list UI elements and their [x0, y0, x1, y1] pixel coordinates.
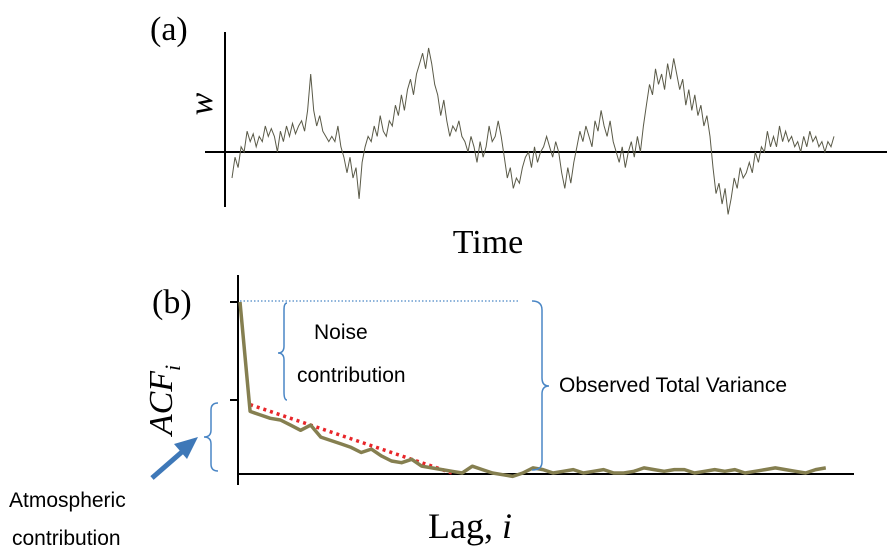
observed-variance-label: Observed Total Variance: [559, 374, 787, 397]
panel-b-xlabel-italic: i: [502, 506, 512, 546]
panel-a-label: (a): [150, 11, 188, 48]
acf-series-line: [238, 301, 827, 479]
atmospheric-arrow: [150, 437, 198, 480]
noise-bracket: [277, 302, 288, 401]
noise-label-line1: Noise: [314, 321, 368, 344]
arrow-shaft: [150, 449, 185, 480]
panel-b-xlabel-main: Lag,: [428, 506, 502, 546]
panel-b-ylabel: ACFi: [143, 365, 185, 437]
atmospheric-label-line2: contribution: [12, 527, 121, 550]
panel-a: (a) w Time: [150, 11, 887, 261]
panel-b-ylabel-sub: i: [160, 365, 185, 371]
observed-variance-bracket: [531, 300, 550, 471]
panel-a-xlabel: Time: [453, 224, 524, 261]
panel-b-ylabel-main: ACF: [143, 370, 180, 437]
atmospheric-bracket: [203, 402, 219, 472]
panel-b-xlabel: Lag, i: [428, 506, 512, 546]
arrow-head: [174, 437, 198, 459]
noise-label-line2: contribution: [297, 364, 406, 387]
panel-a-series-line: [231, 47, 835, 215]
svg-text:ACFi: ACFi: [143, 365, 185, 437]
panel-b-label: (b): [152, 284, 192, 321]
panel-b: (b) ACFi Noise contribution Observed Tot…: [9, 275, 854, 550]
atmospheric-fit-line: [249, 402, 453, 475]
atmospheric-label-line1: Atmospheric: [9, 489, 126, 512]
panel-a-ylabel: w: [183, 92, 220, 115]
